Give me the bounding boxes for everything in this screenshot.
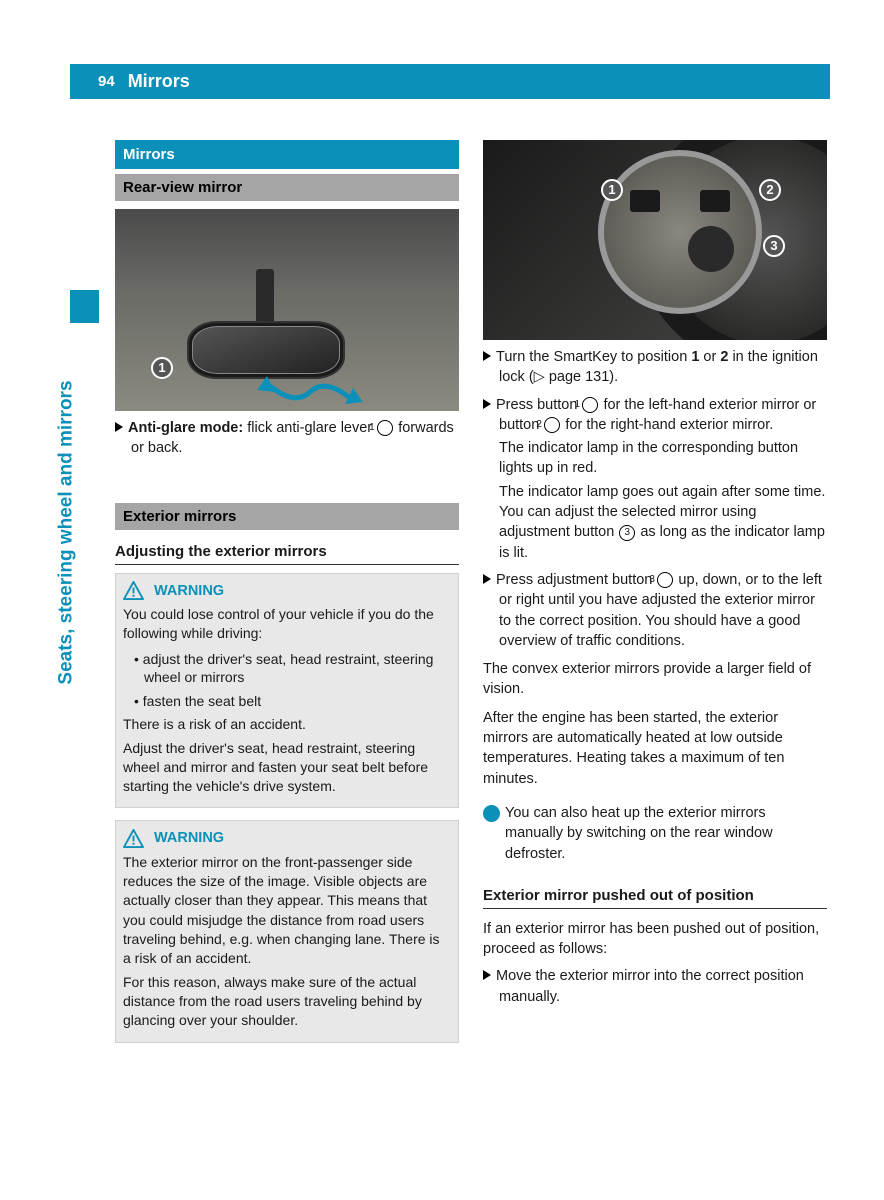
control-dpad [688,226,734,272]
page-title: Mirrors [115,69,190,94]
page-number: 94 [70,71,115,92]
step-triangle-icon [483,574,491,584]
right-column: 1 2 3 Turn the SmartKey to position 1 or… [483,140,827,1043]
flick-arrows-icon [255,374,365,411]
warning1-p3: Adjust the driver's seat, head restraint… [123,739,451,797]
warning2-p2: For this reason, always make sure of the… [123,973,451,1031]
callout-1b: 1 [601,179,623,201]
convex-note: The convex exterior mirrors provide a la… [483,659,827,700]
callout-1: 1 [151,357,173,379]
heading-adjusting: Adjusting the exterior mirrors [115,541,459,565]
control-inset-circle [598,150,762,314]
step2-c: for the right-hand exterior mirror. [561,417,773,433]
figure-rearview-mirror: 1 [115,209,459,411]
warning-box-2: WARNING The exterior mirror on the front… [115,820,459,1042]
step-adjust: Press adjustment button 3 up, down, or t… [483,570,827,651]
warning-label-2: WARNING [154,828,224,848]
info-note: i You can also heat up the exterior mirro… [483,803,827,864]
step2-a: Press button [496,397,581,413]
callout-2: 2 [759,179,781,201]
antiglare-label: Anti-glare mode: [128,420,243,436]
ref-circle-3: 3 [619,525,635,541]
ref-circle-3: 3 [657,572,673,588]
warning1-list: adjust the driver's seat, head restraint… [123,650,451,712]
step3-a: Press adjustment button [496,572,656,588]
step-triangle-icon [483,351,491,361]
sub-title-exterior: Exterior mirrors [115,503,459,530]
warning1-li1: adjust the driver's seat, head restraint… [136,650,451,688]
warning-header-1: WARNING [123,581,451,601]
ref-circle-1: 1 [377,420,393,436]
info-icon: i [483,805,500,822]
side-tab-marker [70,290,99,323]
heading-pushed: Exterior mirror pushed out of position [483,885,827,909]
section-title-mirrors: Mirrors [115,140,459,169]
step-triangle-icon [115,422,123,432]
pushed-intro: If an exterior mirror has been pushed ou… [483,919,827,960]
antiglare-instruction: Anti-glare mode: flick anti-glare lever … [115,418,459,459]
step2-indicator: The indicator lamp in the corresponding … [483,438,827,479]
page-header: 94 Mirrors [70,64,830,99]
warning1-p2: There is a risk of an accident. [123,715,451,734]
warning-header-2: WARNING [123,828,451,848]
warning1-li2: fasten the seat belt [136,692,451,711]
step-smartkey: Turn the SmartKey to position 1 or 2 in … [483,347,827,388]
warning-triangle-icon [123,581,144,600]
content-area: Mirrors Rear-view mirror 1 Anti-glare mo… [115,140,827,1043]
ref-circle-1: 1 [582,397,598,413]
step-press-button: Press button 1 for the left-hand exterio… [483,395,827,436]
pushed-step-text: Move the exterior mirror into the correc… [496,968,804,1004]
figure-exterior-controls: 1 2 3 [483,140,827,340]
warning-label-1: WARNING [154,581,224,601]
left-column: Mirrors Rear-view mirror 1 Anti-glare mo… [115,140,459,1043]
pushed-step: Move the exterior mirror into the correc… [483,966,827,1007]
antiglare-text: flick anti-glare lever [243,420,376,436]
mirror-stem [256,269,274,324]
callout-3: 3 [763,235,785,257]
info-text: You can also heat up the exterior mirror… [505,805,773,862]
sub-title-rearview: Rear-view mirror [115,174,459,201]
chapter-side-label: Seats, steering wheel and mirrors [53,381,80,685]
control-button-left [630,190,660,212]
step2-timeout: The indicator lamp goes out again after … [483,482,827,563]
warning-box-1: WARNING You could lose control of your v… [115,573,459,809]
ref-circle-2: 2 [544,417,560,433]
step1-b: or [699,349,720,365]
warning2-p1: The exterior mirror on the front-passeng… [123,853,451,969]
warning1-p1: You could lose control of your vehicle i… [123,605,451,644]
control-button-right [700,190,730,212]
warning-triangle-icon [123,829,144,848]
rearview-mirror-shape [187,321,345,379]
step-triangle-icon [483,399,491,409]
heated-note: After the engine has been started, the e… [483,708,827,789]
step1-a: Turn the SmartKey to position [496,349,691,365]
step-triangle-icon [483,970,491,980]
